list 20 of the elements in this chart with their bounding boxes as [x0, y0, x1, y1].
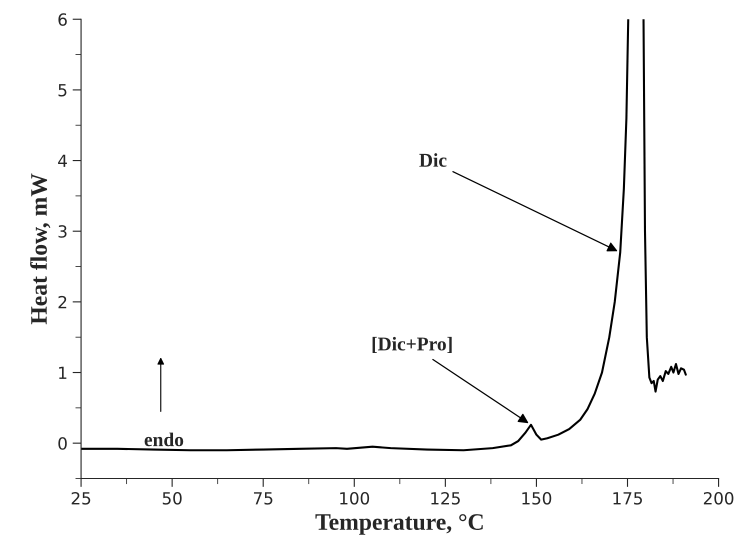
- y-tick-label: 0: [58, 437, 67, 450]
- x-tick-label: 125: [431, 492, 460, 505]
- annotation: [Dic+Pro]: [372, 336, 452, 353]
- x-tick-label: 75: [254, 492, 272, 505]
- x-tick-label: 150: [522, 492, 552, 505]
- x-axis-title: Temperature, °C: [315, 514, 483, 535]
- y-tick-label: 3: [58, 225, 67, 238]
- x-tick-label: 25: [72, 492, 90, 505]
- x-tick-label: 200: [704, 492, 734, 505]
- y-tick-label: 5: [58, 84, 66, 96]
- annotation: endo: [144, 432, 184, 446]
- x-tick-label: 100: [340, 492, 370, 505]
- x-tick-label: 50: [162, 492, 182, 505]
- y-tick-label: 4: [58, 154, 67, 167]
- y-tick-label: 2: [58, 296, 66, 308]
- y-tick-label: 6: [58, 13, 67, 26]
- y-tick-label: 1: [59, 366, 66, 379]
- x-tick-label: 175: [613, 492, 642, 505]
- annotation: Dic: [419, 153, 447, 167]
- y-axis-title: Heat flow, mW: [30, 174, 50, 324]
